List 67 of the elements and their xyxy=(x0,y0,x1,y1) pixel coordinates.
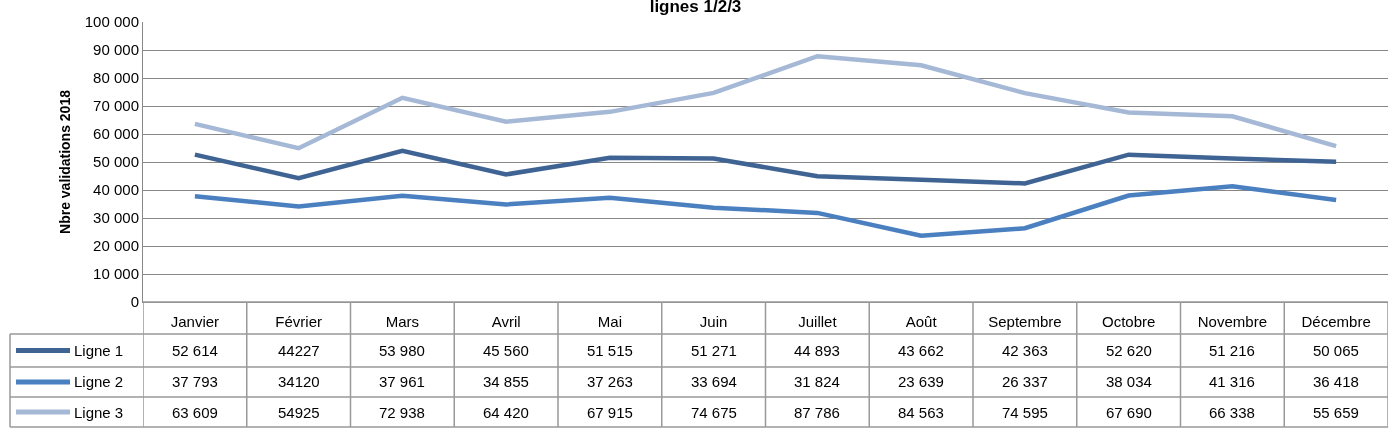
x-tick-label: Septembre xyxy=(988,313,1062,330)
y-tick-label: 20 000 xyxy=(93,237,139,255)
data-label: 37 263 xyxy=(587,373,633,390)
x-tick-label: Juin xyxy=(699,313,728,330)
data-label: 52 614 xyxy=(172,342,218,359)
x-tick-label: Mars xyxy=(385,313,420,330)
data-label: 34 855 xyxy=(483,373,529,390)
x-tick-label: Mai xyxy=(597,313,622,330)
data-label: 33 694 xyxy=(691,373,737,390)
y-tick-label: 60 000 xyxy=(93,125,139,143)
data-label: 72 938 xyxy=(379,404,425,421)
legend-label: Ligne 1 xyxy=(74,342,124,359)
line-series xyxy=(192,148,1339,186)
data-label: 87 786 xyxy=(794,404,840,421)
chart-title: lignes 1/2/3 xyxy=(649,0,742,16)
data-label: 51 216 xyxy=(1209,342,1255,359)
x-tick-label: Janvier xyxy=(170,313,220,330)
data-label: 54925 xyxy=(278,404,320,421)
data-label: 53 980 xyxy=(379,342,425,359)
data-label: 64 420 xyxy=(483,404,529,421)
x-tick-label: Octobre xyxy=(1101,313,1156,330)
y-tick-label: 70 000 xyxy=(93,97,139,115)
data-label: 31 824 xyxy=(794,373,840,390)
legend-label: Ligne 2 xyxy=(74,373,124,390)
x-tick-label: Février xyxy=(275,313,322,330)
x-tick-label: Août xyxy=(905,313,938,330)
y-tick-label: 90 000 xyxy=(93,41,139,59)
x-tick-label: Novembre xyxy=(1197,313,1267,330)
x-tick-label: Décembre xyxy=(1301,313,1371,330)
data-label: 38 034 xyxy=(1106,373,1152,390)
data-label: 63 609 xyxy=(172,404,218,421)
data-label: 50 065 xyxy=(1313,342,1359,359)
data-label: 67 915 xyxy=(587,404,633,421)
data-label: 44 893 xyxy=(794,342,840,359)
data-label: 52 620 xyxy=(1106,342,1152,359)
data-label: 37 793 xyxy=(172,373,218,390)
data-label: 66 338 xyxy=(1209,404,1255,421)
data-label: 43 662 xyxy=(898,342,944,359)
data-label: 26 337 xyxy=(1002,373,1048,390)
legend-label: Ligne 3 xyxy=(74,404,124,421)
y-tick-label: 10 000 xyxy=(93,265,139,283)
data-label: 55 659 xyxy=(1313,404,1359,421)
data-label: 67 690 xyxy=(1106,404,1152,421)
y-tick-label: 30 000 xyxy=(93,209,139,227)
data-label: 23 639 xyxy=(898,373,944,390)
x-tick-label: Juillet xyxy=(798,313,838,330)
data-label: 45 560 xyxy=(483,342,529,359)
line-series xyxy=(192,53,1339,151)
data-label: 51 271 xyxy=(691,342,737,359)
line-series xyxy=(192,184,1339,239)
y-tick-label: 50 000 xyxy=(93,153,139,171)
data-label: 37 961 xyxy=(379,373,425,390)
data-label: 84 563 xyxy=(898,404,944,421)
y-axis-title: Nbre validations 2018 xyxy=(57,89,74,234)
x-tick-label: Avril xyxy=(491,313,521,330)
data-label: 36 418 xyxy=(1313,373,1359,390)
y-tick-label: 0 xyxy=(130,293,139,311)
data-label: 44227 xyxy=(278,342,320,359)
y-tick-label: 40 000 xyxy=(93,181,139,199)
data-label: 42 363 xyxy=(1002,342,1048,359)
y-tick-label: 80 000 xyxy=(93,69,139,87)
data-label: 51 515 xyxy=(587,342,633,359)
y-tick-label: 100 000 xyxy=(84,13,139,31)
data-label: 74 675 xyxy=(691,404,737,421)
data-label: 41 316 xyxy=(1209,373,1255,390)
data-label: 34120 xyxy=(278,373,320,390)
data-label: 74 595 xyxy=(1002,404,1048,421)
